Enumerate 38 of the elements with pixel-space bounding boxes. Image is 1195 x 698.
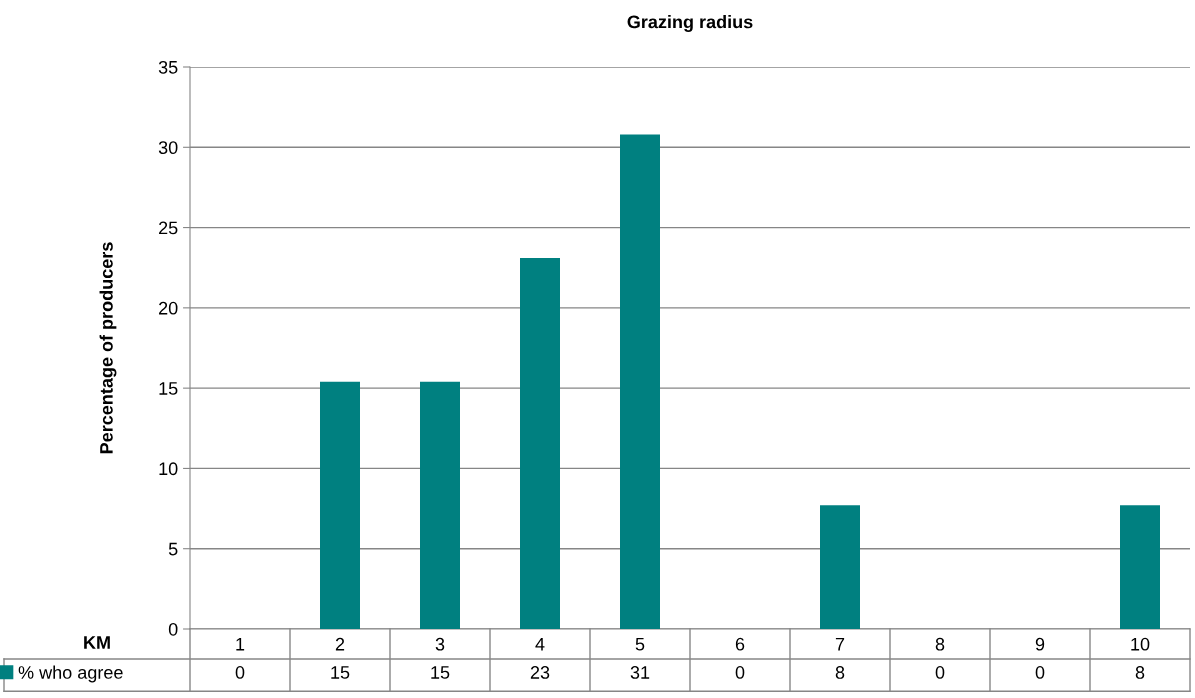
data-label: 23: [530, 666, 550, 679]
y-tick-label: 15: [159, 382, 178, 395]
data-label: 15: [431, 666, 450, 679]
x-axis-title: KM: [84, 636, 110, 649]
y-tick-label: 5: [168, 542, 178, 556]
chart-title: Grazing radius: [627, 15, 753, 32]
y-axis-title: Percentage of producers: [99, 242, 117, 454]
x-tick-label: 6: [735, 637, 745, 651]
data-label: 0: [235, 666, 245, 679]
data-label: 31: [630, 666, 650, 679]
data-label: 8: [1135, 666, 1145, 679]
data-label: 0: [935, 666, 945, 679]
x-tick-label: 3: [435, 637, 445, 651]
y-tick-label: 20: [159, 301, 178, 315]
x-tick-label: 4: [535, 638, 545, 651]
x-tick-label: 1: [236, 638, 245, 651]
y-tick-label: 25: [159, 221, 178, 235]
data-label: 8: [835, 666, 845, 679]
y-tick-label: 10: [159, 462, 178, 476]
x-tick-label: 2: [335, 637, 345, 651]
bar: [620, 134, 660, 629]
y-tick-label: 30: [158, 141, 178, 155]
data-label: 0: [1035, 666, 1045, 679]
data-label: 0: [735, 666, 745, 679]
bar: [520, 258, 560, 629]
bar: [820, 505, 860, 629]
x-tick-label: 9: [1035, 637, 1045, 651]
x-tick-label: 7: [835, 638, 845, 651]
x-tick-label: 5: [635, 638, 645, 651]
x-tick-label: 8: [935, 637, 945, 651]
x-tick-label: 10: [1131, 637, 1150, 651]
y-tick-label: 35: [158, 60, 178, 74]
bar: [420, 381, 460, 629]
data-label: 15: [331, 666, 350, 679]
bar: [320, 381, 360, 629]
bar: [1120, 505, 1160, 629]
y-tick-label: 0: [168, 622, 178, 636]
legend-label: % who agree: [18, 665, 123, 683]
